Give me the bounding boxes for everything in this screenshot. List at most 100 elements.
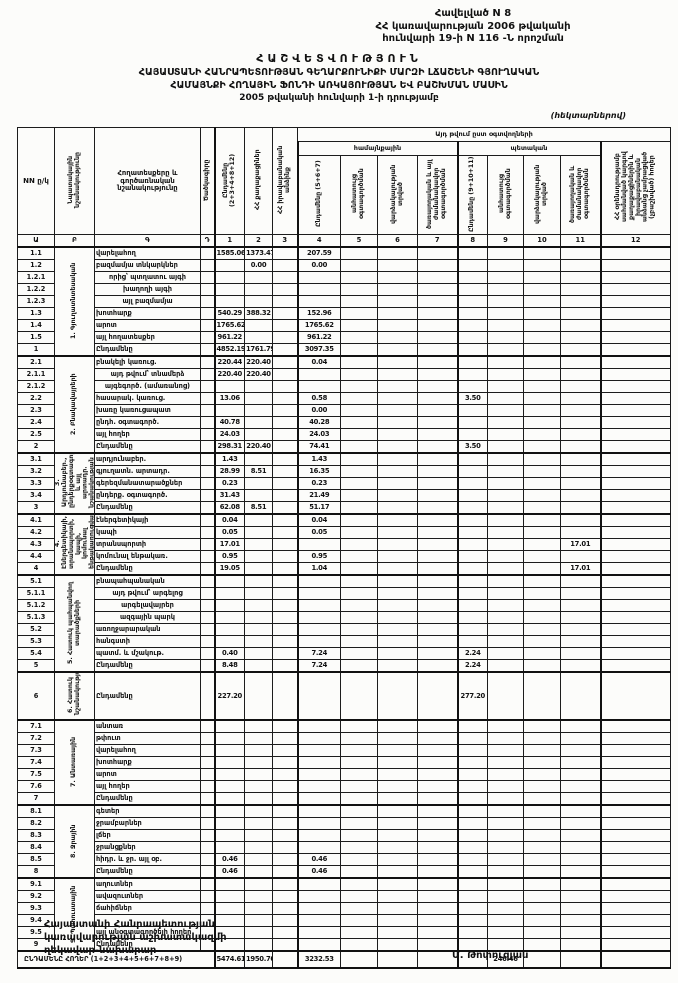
code-cell <box>200 635 215 649</box>
value-cell <box>456 404 488 418</box>
title-date-line: 2005 թվականի հունվարի 1-ի դրությամբ <box>239 93 439 103</box>
value-cell <box>487 295 524 309</box>
value-cell <box>377 428 418 442</box>
value-cell <box>487 926 524 940</box>
value-cell <box>523 404 561 418</box>
value-cell <box>340 671 378 721</box>
value-cell <box>296 732 341 746</box>
section-label: 7. Անտառային <box>54 719 95 806</box>
value-cell <box>456 368 488 382</box>
value-cell <box>560 719 601 734</box>
value-cell: 0.23 <box>213 477 245 491</box>
value-cell <box>417 246 458 261</box>
value-cell <box>523 950 561 970</box>
row-name: ջրանցքներ <box>94 841 201 855</box>
row-nn: 2.5 <box>17 428 55 442</box>
section-label-text: 2. Բնակավայրերի <box>70 372 78 435</box>
table-row: 2.5 այլ հողեր 24.03 24.03 <box>17 428 672 442</box>
value-cell <box>272 865 298 879</box>
table-row: 1.3 խոտհարք 540.29 388.32 152.96 <box>17 307 672 321</box>
table-row: 9.5 այլ անօգտագործելի հողեր <box>17 926 672 940</box>
code-cell <box>200 538 215 552</box>
value-cell <box>244 271 273 285</box>
value-cell <box>296 295 341 309</box>
value-cell <box>456 452 488 467</box>
value-cell <box>244 550 273 564</box>
value-cell <box>560 853 601 867</box>
value-cell <box>340 526 378 540</box>
value-cell <box>272 768 298 782</box>
code-cell <box>200 756 215 770</box>
value-cell <box>272 259 298 273</box>
value-cell <box>417 392 458 406</box>
value-cell <box>560 513 601 528</box>
code-cell <box>200 404 215 418</box>
value-cell <box>560 259 601 273</box>
value-cell <box>296 841 341 855</box>
value-cell <box>244 295 273 309</box>
value-cell <box>456 744 488 758</box>
value-cell <box>377 343 418 357</box>
value-cell: 1.43 <box>213 452 245 467</box>
value-cell <box>377 416 418 430</box>
community-service-label: ծառայողական և այլ ժամանակավոր օգտագործմա… <box>425 159 447 229</box>
row-nn: 4.2 <box>17 526 55 540</box>
row-nn: 7 <box>17 792 55 806</box>
value-cell <box>377 732 418 746</box>
value-cell <box>377 259 418 273</box>
value-cell <box>213 890 245 904</box>
code-cell <box>200 283 215 297</box>
row-name: խոտհարք <box>94 307 201 321</box>
value-cell <box>523 890 561 904</box>
value-cell: 4852.19 <box>213 343 245 357</box>
row-nn: 6 <box>17 671 55 721</box>
value-cell <box>560 804 601 819</box>
value-cell <box>296 890 341 904</box>
table-row: 7.2 թփուտ <box>17 732 672 746</box>
value-cell <box>487 635 524 649</box>
value-cell <box>377 744 418 758</box>
value-cell <box>523 792 561 806</box>
column-number: 4 <box>296 234 341 248</box>
value-cell: 220.44 <box>213 355 245 370</box>
value-cell <box>523 343 561 357</box>
value-cell <box>213 623 245 637</box>
value-cell: 0.46 <box>296 865 341 879</box>
column-number: 5 <box>340 234 378 248</box>
row-nn: 2.1.2 <box>17 380 55 394</box>
code-cell <box>200 780 215 794</box>
value-cell <box>487 744 524 758</box>
value-cell <box>599 538 672 552</box>
value-cell <box>272 647 298 661</box>
row-name: գետեր <box>94 804 201 819</box>
row-name: այդ թվում՝ տնամերձ <box>94 368 201 382</box>
value-cell: 0.05 <box>296 526 341 540</box>
code-cell <box>200 671 215 721</box>
value-cell <box>523 780 561 794</box>
table-row: 1.2.3 այլ բազմամյա <box>17 295 672 309</box>
row-nn: 5.1.3 <box>17 611 55 625</box>
value-cell: 220.40 <box>244 355 273 370</box>
value-cell: 1765.62 <box>213 319 245 333</box>
row-nn: 4.4 <box>17 550 55 564</box>
value-cell <box>599 526 672 540</box>
col-head-c5: անհատույց օգտագործման <box>340 154 378 236</box>
row-name: գերեզմանատարածքներ <box>94 477 201 491</box>
value-cell: 21.49 <box>296 489 341 503</box>
value-cell <box>296 792 341 806</box>
code-cell <box>200 246 215 261</box>
value-cell <box>377 283 418 297</box>
value-cell <box>417 452 458 467</box>
value-cell <box>340 513 378 528</box>
row-nn: 1.5 <box>17 331 55 345</box>
value-cell <box>244 538 273 552</box>
value-cell <box>272 526 298 540</box>
value-cell <box>296 671 341 721</box>
value-cell <box>340 538 378 552</box>
table-row: 8.5 հիդր. և ջր. այլ օբ. 0.46 0.46 <box>17 853 672 867</box>
value-cell <box>456 319 488 333</box>
value-cell <box>456 635 488 649</box>
value-cell <box>340 295 378 309</box>
row-name: բնակելի կառուց. <box>94 355 201 370</box>
value-cell <box>599 513 672 528</box>
